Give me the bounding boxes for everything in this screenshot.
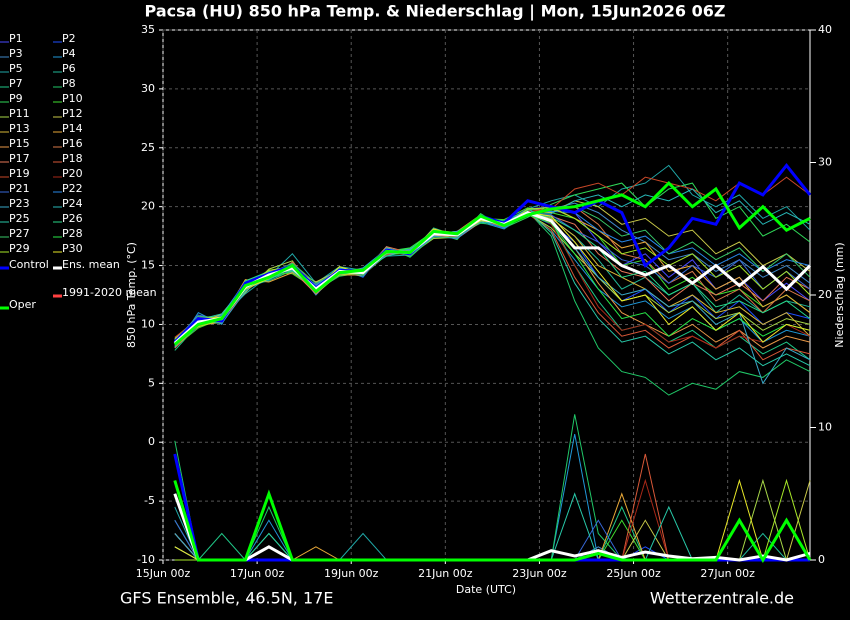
y-tick-label: 0 <box>148 435 155 448</box>
y-tick-label: -5 <box>144 494 155 507</box>
temp-line <box>173 180 811 346</box>
y-tick-label: 10 <box>141 317 155 330</box>
legend-label: Control <box>9 258 49 271</box>
legend-label: Ens. mean <box>62 258 120 271</box>
legend-label: P4 <box>62 47 76 60</box>
legend-label: P26 <box>62 212 83 225</box>
x-tick-label: 23Jun 00z <box>512 567 567 580</box>
legend-label: P1 <box>9 32 23 45</box>
legend-label: P20 <box>62 167 83 180</box>
temp-line <box>174 214 811 341</box>
legend-label: P23 <box>9 197 30 210</box>
legend-label: P19 <box>9 167 30 180</box>
footer-left: GFS Ensemble, 46.5N, 17E <box>120 589 333 608</box>
y-axis-label: 850 hPa Temp. (°C) <box>125 242 138 348</box>
legend-label: P15 <box>9 137 30 150</box>
legend-label: P28 <box>62 227 83 240</box>
y2-tick-label: 10 <box>818 421 832 434</box>
y2-tick-label: 20 <box>818 288 832 301</box>
legend-label: P7 <box>9 77 23 90</box>
legend-label: P14 <box>62 122 83 135</box>
y-tick-label: 25 <box>141 141 155 154</box>
legend-label: P29 <box>9 242 30 255</box>
x-tick-label: 25Jun 00z <box>606 567 661 580</box>
x-tick-label: 17Jun 00z <box>230 567 285 580</box>
legend-label: P5 <box>9 62 23 75</box>
y-tick-label: 35 <box>141 23 155 36</box>
legend-label: P25 <box>9 212 30 225</box>
legend-label: P13 <box>9 122 30 135</box>
legend-label: P18 <box>62 152 83 165</box>
legend-label: P9 <box>9 92 23 105</box>
legend-label: P3 <box>9 47 23 60</box>
legend-label: P17 <box>9 152 30 165</box>
legend-label: P10 <box>62 92 83 105</box>
legend-label: P6 <box>62 62 76 75</box>
y-tick-label: 20 <box>141 200 155 213</box>
y-tick-label: 5 <box>148 376 155 389</box>
x-axis-label: Date (UTC) <box>456 583 516 596</box>
legend-label: P24 <box>62 197 83 210</box>
legend-label: P11 <box>9 107 30 120</box>
y2-tick-label: 0 <box>818 553 825 566</box>
legend-label: P27 <box>9 227 30 240</box>
precip-line <box>173 480 812 563</box>
x-tick-label: 19Jun 00z <box>324 567 379 580</box>
chart-title: Pacsa (HU) 850 hPa Temp. & Niederschlag … <box>145 2 726 22</box>
y2-tick-label: 30 <box>818 156 832 169</box>
legend-label: P12 <box>62 107 83 120</box>
y2-axis-label: Niederschlag (mm) <box>833 242 846 347</box>
legend-label: P16 <box>62 137 83 150</box>
x-tick-label: 15Jun 00z <box>136 567 191 580</box>
legend-label: 1991-2020 mean <box>62 286 157 299</box>
y2-tick-label: 40 <box>818 23 832 36</box>
legend-label: P30 <box>62 242 83 255</box>
legend-label: Oper <box>9 298 36 311</box>
y-tick-label: -10 <box>137 553 155 566</box>
x-tick-label: 27Jun 00z <box>700 567 755 580</box>
y-tick-label: 30 <box>141 82 155 95</box>
legend-label: P2 <box>62 32 76 45</box>
legend-label: P21 <box>9 182 30 195</box>
y-tick-label: 15 <box>141 259 155 272</box>
footer-right: Wetterzentrale.de <box>650 589 794 608</box>
legend-label: P22 <box>62 182 83 195</box>
x-tick-label: 21Jun 00z <box>418 567 473 580</box>
legend-label: P8 <box>62 77 76 90</box>
